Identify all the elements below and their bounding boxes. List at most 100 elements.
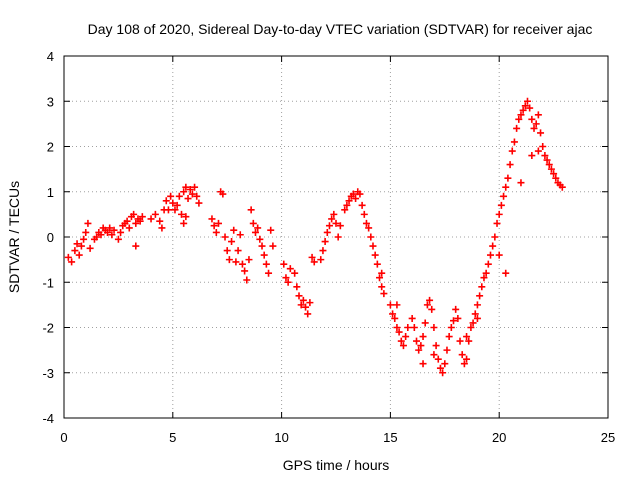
data-series-sdtvar <box>64 97 566 377</box>
data-point <box>184 195 192 203</box>
data-point <box>73 240 81 248</box>
data-point <box>208 215 216 223</box>
data-point <box>132 219 140 227</box>
data-point <box>528 152 536 160</box>
y-tick-label: -2 <box>42 321 54 336</box>
data-point <box>391 314 399 322</box>
data-point <box>130 210 138 218</box>
data-point <box>539 143 547 150</box>
data-point <box>408 314 416 322</box>
x-tick-label: 20 <box>492 430 506 445</box>
data-point <box>495 251 503 259</box>
data-point <box>365 224 373 232</box>
x-tick-label: 10 <box>274 430 288 445</box>
data-point <box>508 147 516 155</box>
data-point <box>114 235 122 243</box>
data-point <box>393 301 401 309</box>
data-point <box>195 199 203 207</box>
y-tick-label: 4 <box>47 49 54 64</box>
data-point <box>519 106 527 114</box>
data-point <box>352 195 360 203</box>
data-point <box>343 201 351 209</box>
data-point <box>219 190 227 198</box>
data-point <box>228 238 236 246</box>
data-point <box>75 251 83 259</box>
data-point <box>225 256 233 264</box>
data-point <box>456 337 464 345</box>
y-tick-label: 3 <box>47 94 54 109</box>
data-point <box>428 305 436 313</box>
data-point <box>64 253 72 261</box>
data-point <box>138 213 146 221</box>
data-point <box>80 235 88 243</box>
data-point <box>325 222 333 230</box>
data-point <box>369 242 377 250</box>
data-point <box>295 292 303 300</box>
data-point <box>232 258 240 266</box>
data-point <box>386 301 394 309</box>
data-point <box>167 192 175 200</box>
data-point <box>265 269 273 277</box>
data-point <box>445 333 453 341</box>
data-point <box>495 210 503 218</box>
data-point <box>258 242 266 250</box>
data-point <box>413 337 421 345</box>
data-point <box>497 201 505 209</box>
data-point <box>249 219 257 227</box>
y-axis-label: SDTVAR / TECUs <box>6 181 22 293</box>
data-point <box>465 337 473 345</box>
data-point <box>71 247 79 255</box>
data-point <box>82 228 90 236</box>
data-point <box>360 210 368 218</box>
data-point <box>467 324 475 331</box>
data-point <box>434 355 442 363</box>
data-point <box>93 233 101 241</box>
data-point <box>345 197 353 205</box>
data-point <box>541 152 549 160</box>
x-tick-label: 0 <box>60 430 67 445</box>
data-point <box>180 219 188 227</box>
data-point <box>284 278 292 286</box>
data-point <box>221 233 229 241</box>
data-point <box>469 319 477 327</box>
data-point <box>117 228 125 236</box>
data-point <box>178 210 186 218</box>
data-point <box>169 199 177 207</box>
data-point <box>186 185 194 193</box>
x-tick-label: 15 <box>383 430 397 445</box>
data-point <box>513 124 521 132</box>
data-point <box>550 170 558 178</box>
data-point <box>317 256 325 264</box>
data-point <box>506 161 514 169</box>
data-point <box>180 188 188 196</box>
data-point <box>173 201 181 209</box>
data-point <box>334 233 342 241</box>
data-point <box>395 328 403 336</box>
data-point <box>547 165 555 173</box>
data-point <box>293 283 301 291</box>
data-point <box>299 296 307 304</box>
data-point <box>191 183 199 191</box>
data-point <box>486 251 494 259</box>
data-point <box>463 333 471 341</box>
data-point <box>517 111 525 119</box>
data-point <box>247 206 255 214</box>
data-point <box>356 190 364 198</box>
data-point <box>458 351 466 359</box>
data-point <box>86 244 94 252</box>
data-point <box>136 217 144 225</box>
data-point <box>371 251 379 259</box>
data-point <box>77 242 85 250</box>
data-point <box>251 228 259 236</box>
data-point <box>460 360 468 368</box>
data-point <box>463 355 471 363</box>
data-point <box>193 192 201 200</box>
data-point <box>454 314 462 322</box>
data-point <box>404 324 412 331</box>
data-point <box>410 324 418 331</box>
data-point <box>376 274 384 282</box>
data-point <box>389 310 397 318</box>
data-point <box>323 228 331 236</box>
data-point <box>256 235 264 243</box>
data-point <box>223 247 231 255</box>
